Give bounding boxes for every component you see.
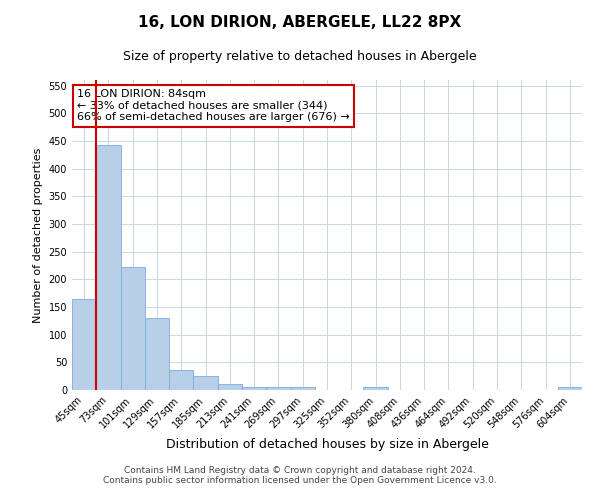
Bar	[242, 387, 266, 390]
Bar	[145, 318, 169, 390]
Text: Size of property relative to detached houses in Abergele: Size of property relative to detached ho…	[123, 50, 477, 63]
Bar	[290, 387, 315, 390]
Bar	[266, 387, 290, 390]
Text: Contains HM Land Registry data © Crown copyright and database right 2024.
Contai: Contains HM Land Registry data © Crown c…	[103, 466, 497, 485]
Bar	[193, 376, 218, 390]
Bar	[121, 267, 145, 390]
Bar	[169, 370, 193, 390]
Text: 16 LON DIRION: 84sqm
← 33% of detached houses are smaller (344)
66% of semi-deta: 16 LON DIRION: 84sqm ← 33% of detached h…	[77, 90, 350, 122]
Y-axis label: Number of detached properties: Number of detached properties	[33, 148, 43, 322]
Bar	[218, 384, 242, 390]
Bar	[96, 145, 121, 390]
Bar	[558, 387, 582, 390]
Bar	[364, 387, 388, 390]
Bar	[72, 298, 96, 390]
X-axis label: Distribution of detached houses by size in Abergele: Distribution of detached houses by size …	[166, 438, 488, 451]
Text: 16, LON DIRION, ABERGELE, LL22 8PX: 16, LON DIRION, ABERGELE, LL22 8PX	[139, 15, 461, 30]
